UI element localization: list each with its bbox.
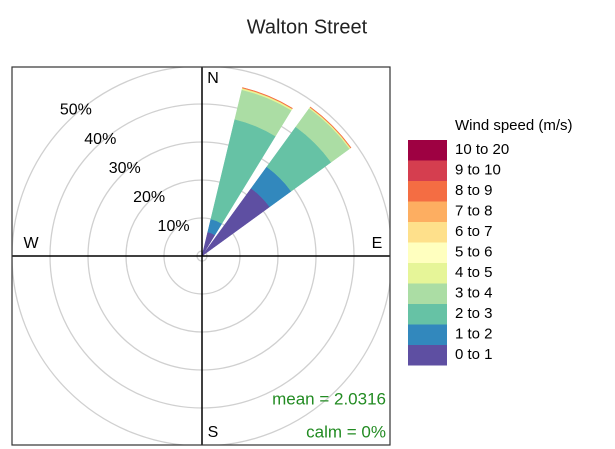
annotation: mean = 2.0316: [272, 389, 386, 408]
legend-swatch: [408, 263, 447, 284]
legend-swatch: [408, 304, 447, 325]
r-tick-label: 40%: [84, 131, 116, 148]
legend-label: 2 to 3: [455, 305, 493, 322]
legend-swatch: [408, 222, 447, 243]
legend-label: 10 to 20: [455, 141, 509, 158]
legend-title: Wind speed (m/s): [455, 117, 573, 134]
legend-label: 3 to 4: [455, 285, 493, 302]
legend-label: 1 to 2: [455, 326, 493, 343]
wedge-segment: [309, 106, 352, 149]
legend-swatch: [408, 181, 447, 202]
legend-swatch: [408, 345, 447, 366]
r-tick-label: 10%: [158, 218, 190, 235]
legend-swatch: [408, 140, 447, 161]
legend-swatch: [408, 324, 447, 345]
legend-swatch: [408, 283, 447, 304]
legend-label: 0 to 1: [455, 346, 493, 363]
chart-title: Walton Street: [247, 16, 368, 38]
r-tick-label: 20%: [133, 189, 165, 206]
legend-swatch: [408, 160, 447, 181]
legend-label: 4 to 5: [455, 264, 493, 281]
annotation: calm = 0%: [306, 422, 386, 441]
legend-label: 5 to 6: [455, 244, 493, 261]
legend-label: 8 to 9: [455, 182, 493, 199]
r-tick-label: 30%: [109, 160, 141, 177]
compass-label: S: [208, 424, 219, 441]
compass-label: W: [23, 235, 39, 252]
legend-swatch: [408, 242, 447, 263]
wedge-segment: [242, 87, 293, 109]
r-tick-label: 50%: [60, 102, 92, 119]
legend-label: 9 to 10: [455, 162, 501, 179]
compass-label: N: [207, 70, 219, 87]
legend-swatch: [408, 201, 447, 222]
legend-label: 6 to 7: [455, 223, 493, 240]
compass-label: E: [372, 235, 383, 252]
legend-label: 7 to 8: [455, 203, 493, 220]
plot-frame: [11, 66, 391, 446]
